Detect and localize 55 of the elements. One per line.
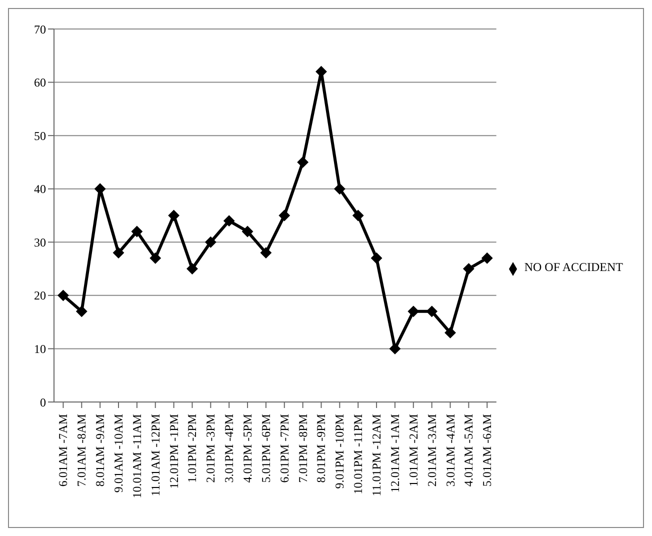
point	[113, 247, 124, 258]
x-tick-label: 8.01AM -9AM	[93, 414, 108, 487]
x-tick-label: 7.01AM -8AM	[74, 414, 89, 487]
point	[426, 306, 438, 317]
point	[131, 226, 142, 237]
point	[408, 306, 419, 317]
y-tick-label: 30	[34, 235, 46, 250]
point	[444, 327, 456, 338]
x-tick-label: 12.01AM -1AM	[388, 414, 402, 493]
x-tick-label: 9.01PM -10PM	[332, 414, 347, 489]
point	[168, 210, 180, 221]
x-tick-label: 11.01AM -12PM	[148, 414, 162, 496]
x-tick-label: 6.01PM -7PM	[277, 414, 292, 483]
point	[352, 210, 364, 221]
x-tick-label: 5.01AM -6AM	[480, 414, 494, 487]
x-tick-label: 5.01PM -6PM	[258, 414, 273, 483]
y-tick-label: 50	[34, 128, 46, 143]
y-tick-label: 20	[34, 288, 46, 303]
point	[150, 252, 161, 264]
point	[371, 252, 382, 264]
x-tick-label: 4.01PM -5PM	[240, 414, 255, 483]
x-tick-label: 10.01PM -11PM	[351, 414, 366, 494]
y-tick-label: 0	[40, 395, 46, 410]
x-tick-label: 6.01AM -7AM	[56, 414, 70, 487]
point	[260, 247, 272, 258]
x-tick-label: 3.01AM -4AM	[443, 414, 458, 487]
point	[242, 226, 254, 237]
point	[463, 263, 474, 274]
x-tick-label: 7.01PM -8PM	[296, 414, 310, 483]
x-tick-label: 11.01PM -12AM	[370, 414, 384, 496]
point	[278, 210, 290, 221]
point	[389, 343, 400, 354]
point	[224, 215, 235, 226]
y-tick-label: 40	[34, 182, 46, 196]
x-tick-label: 1.01PM -2PM	[185, 414, 200, 483]
x-tick-label: 10.01AM -11AM	[130, 414, 144, 498]
point	[334, 183, 346, 194]
point	[205, 236, 216, 248]
point	[76, 306, 88, 317]
y-tick-label: 60	[34, 76, 46, 90]
point	[297, 156, 308, 168]
x-tick-label: 2.01AM -3AM	[424, 414, 439, 487]
point	[482, 252, 493, 264]
x-tick-label: 3.01PM -4PM	[222, 414, 236, 483]
point	[58, 290, 69, 301]
x-tick-label: 8.01PM -9PM	[314, 414, 328, 483]
x-tick-label: 12.01PM -1PM	[166, 414, 181, 489]
x-tick-label: 1.01AM -2AM	[406, 414, 420, 487]
x-tick-label: 2.01PM -3PM	[204, 414, 218, 483]
y-tick-label: 10	[34, 342, 46, 356]
legend-label: NO OF ACCIDENT	[524, 260, 623, 274]
x-tick-label: 4.01AM -5AM	[462, 414, 476, 487]
y-tick-label: 70	[34, 22, 46, 36]
x-tick-label: 9.01AM -10AM	[112, 414, 126, 493]
point	[186, 263, 198, 274]
